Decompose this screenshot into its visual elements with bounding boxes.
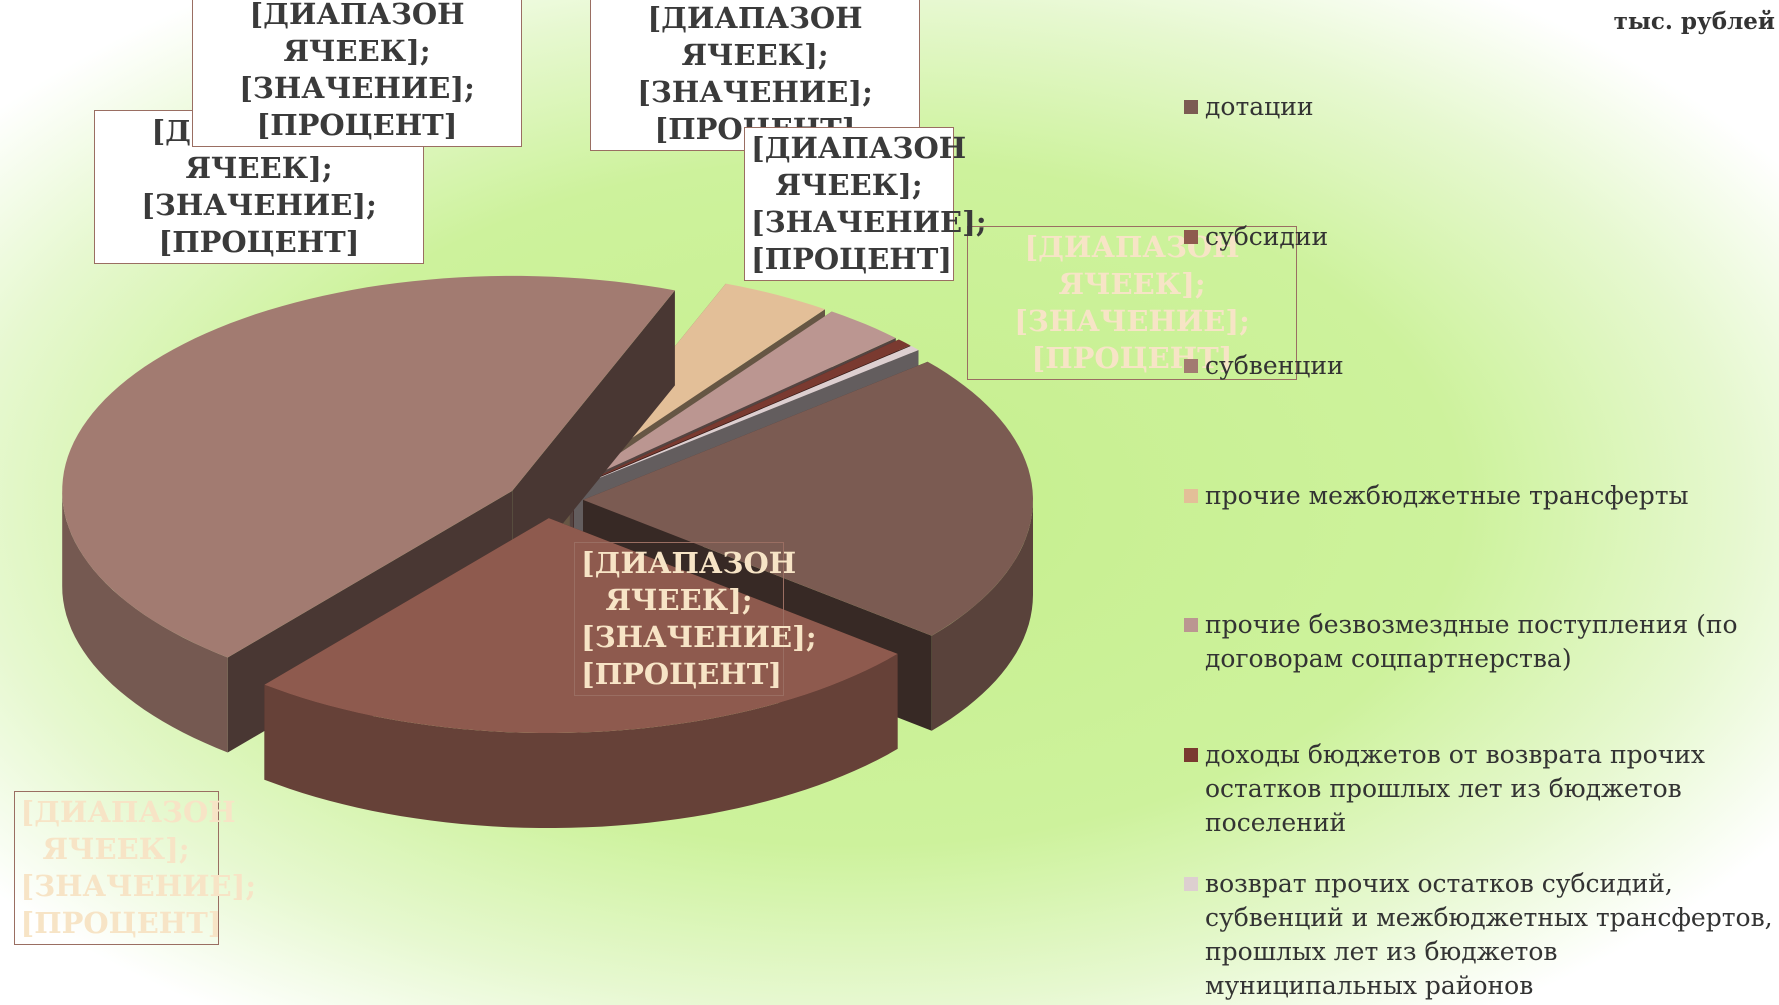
legend-label: дотации — [1205, 92, 1314, 121]
slice-side — [62, 490, 228, 753]
data-label: [ДИАПАЗОН ЯЧЕЕК]; [ЗНАЧЕНИЕ]; [ПРОЦЕНТ] — [590, 0, 920, 151]
slice-top — [62, 275, 675, 658]
legend-marker — [1184, 877, 1198, 891]
slice-top — [583, 361, 1033, 636]
legend-item: доходы бюджетов от возврата прочих остат… — [1184, 738, 1774, 840]
legend-marker — [1184, 359, 1198, 373]
legend-item: прочие безвозмездные поступления (по дог… — [1184, 608, 1774, 676]
legend-label: субсидии — [1205, 222, 1329, 251]
legend-label: доходы бюджетов от возврата прочих остат… — [1205, 740, 1705, 837]
slice-wall — [512, 290, 675, 586]
legend-label: прочие межбюджетные трансферты — [1205, 481, 1689, 510]
legend-label: возврат прочих остатков субсидий, субвен… — [1205, 869, 1773, 1000]
slice — [264, 518, 898, 828]
data-label: [ДИАПАЗОН ЯЧЕЕК]; [ЗНАЧЕНИЕ]; [ПРОЦЕНТ] — [574, 542, 817, 696]
legend-marker — [1184, 100, 1198, 114]
data-label: [ДИАПАЗОН ЯЧЕЕК]; [ЗНАЧЕНИЕ]; [ПРОЦЕНТ] — [13, 791, 256, 945]
legend-item: субсидии — [1184, 220, 1774, 254]
slice-top — [573, 345, 919, 489]
slice-top — [264, 518, 898, 733]
data-label: [ДИАПАЗОН ЯЧЕЕК]; [ЗНАЧЕНИЕ]; [ПРОЦЕНТ] — [744, 127, 987, 281]
legend-item: возврат прочих остатков субсидий, субвен… — [1184, 867, 1774, 1003]
legend-marker — [1184, 748, 1198, 762]
data-label: [ДИАПАЗОН ЯЧЕЕК]; [ЗНАЧЕНИЕ]; [ПРОЦЕНТ] — [192, 0, 522, 147]
slice-top — [569, 311, 896, 487]
slice-side — [931, 499, 1033, 731]
slice-side — [264, 653, 898, 828]
legend-item: субвенции — [1184, 349, 1774, 383]
legend-label: субвенции — [1205, 351, 1344, 380]
data-label: [ДИАПАЗОН ЯЧЕЕК]; [ЗНАЧЕНИЕ]; [ПРОЦЕНТ] — [967, 226, 1297, 380]
legend-marker — [1184, 230, 1198, 244]
legend-item: прочие межбюджетные трансферты — [1184, 479, 1774, 513]
legend-marker — [1184, 618, 1198, 632]
legend-label: прочие безвозмездные поступления (по дог… — [1205, 610, 1738, 673]
subtitle: тыс. рублей — [1613, 8, 1775, 35]
legend-marker — [1184, 489, 1198, 503]
slice-top — [573, 339, 911, 488]
legend-item: дотации — [1184, 90, 1774, 124]
